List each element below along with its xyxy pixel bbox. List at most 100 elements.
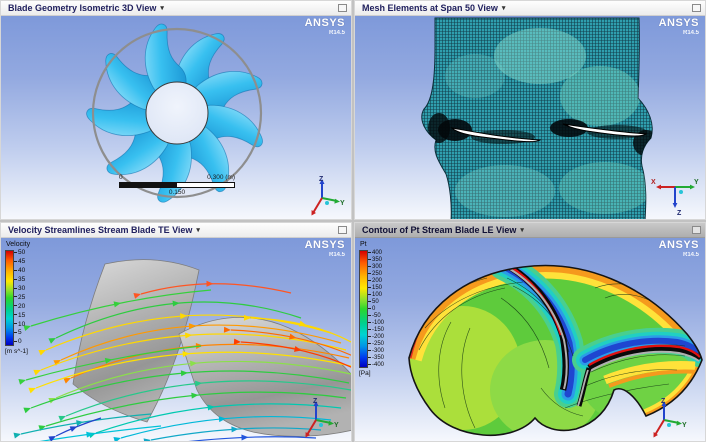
legend-tick: 350 [368,257,384,263]
svg-text:Y: Y [334,422,339,429]
viewport-title: Velocity Streamlines Stream Blade TE Vie… [8,225,193,235]
legend-tick: -400 [368,362,384,368]
view-dropdown-icon[interactable]: ▾ [501,5,506,12]
ansys-version: R14.5 [682,252,699,258]
legend-tick: 50 [368,299,384,305]
legend-tick: 25 [14,294,25,302]
svg-text:Z: Z [661,398,666,405]
legend-tick: -300 [368,348,384,354]
view-dropdown-icon[interactable]: ▾ [196,227,200,234]
restore-window-icon[interactable] [338,4,347,12]
scale-end-label: 0.300 (m) [207,174,235,181]
legend-tick: 10 [14,321,25,329]
restore-window-icon[interactable] [338,226,347,234]
legend-tick: -50 [368,313,384,319]
restore-window-icon[interactable] [692,4,701,12]
legend-tick: 40 [14,267,25,275]
streamlines-canvas[interactable] [1,238,351,441]
legend-tick: 5 [14,330,25,337]
viewport-title: Mesh Elements at Span 50 View [362,3,498,13]
streamlines-3d-view[interactable]: Velocity 50 45 40 35 30 25 20 15 10 5 0 [m s^-1] A… [1,238,351,441]
legend-tick: 30 [14,285,25,293]
legend-tick: -250 [368,341,384,347]
legend-ticks: 50 45 40 35 30 25 20 15 10 5 0 [14,249,25,346]
svg-text:Z: Z [313,398,318,405]
legend-tick: 45 [14,258,25,266]
ansys-version: R14.5 [328,30,345,36]
contour-domain-outline [408,264,703,437]
legend-units: [m s^-1] [5,348,28,355]
scale-start-label: 0 [119,174,123,181]
viewport-contour: Contour of Pt Stream Blade LE View ▾ [354,222,706,442]
axis-triad-icon: Z Y [653,398,687,438]
blade-sheet-1 [72,259,200,423]
legend-tick: 0 [14,339,25,346]
restore-window-icon[interactable] [692,226,701,234]
mesh-shading [428,28,653,217]
legend-title: Pt [360,241,367,248]
impeller-shroud-ring [91,27,263,199]
axis-triad-icon: Z Y [311,176,345,216]
geometry-3d-view[interactable]: 0 0.300 (m) 0.150 ANSYS R14.5 Z Y [1,16,351,219]
ansys-logo: ANSYS R14.5 [658,239,699,259]
ansys-logo-text: ANSYS [658,17,699,29]
scale-ruler: 0 0.300 (m) 0.150 [119,174,235,196]
ansys-logo-text: ANSYS [304,239,345,251]
contour-canvas[interactable] [355,238,705,441]
viewport-title: Blade Geometry Isometric 3D View [8,3,157,13]
legend-units: [Pa] [359,370,371,377]
contour-view[interactable]: Pt 400 350 300 250 200 150 100 50 0 -50 -100 -150 -2… [355,238,705,441]
viewport-blade-geometry: Blade Geometry Isometric 3D View ▾ [0,0,352,220]
legend-tick: -350 [368,355,384,361]
view-dropdown-icon[interactable]: ▾ [160,5,164,12]
scale-mid-label: 0.150 [168,189,186,196]
scale-bar [119,182,235,188]
mesh-blade-2 [562,123,648,137]
ansys-logo: ANSYS R14.5 [658,17,699,37]
legend-tick: 400 [368,250,384,256]
legend-tick: 0 [368,306,384,312]
legend-tick: 300 [368,264,384,270]
svg-text:Y: Y [340,200,345,207]
ansys-version: R14.5 [328,252,345,258]
mesh-blade-1 [450,127,542,143]
viewport-title: Contour of Pt Stream Blade LE View [362,225,517,235]
titlebar-contour[interactable]: Contour of Pt Stream Blade LE View ▾ [355,223,705,238]
legend-tick: 35 [14,276,25,284]
titlebar-blade-geometry[interactable]: Blade Geometry Isometric 3D View ▾ [1,1,351,16]
ansys-logo-text: ANSYS [304,17,345,29]
titlebar-mesh[interactable]: Mesh Elements at Span 50 View ▾ [355,1,705,16]
legend-tick: 20 [14,303,25,311]
legend-title: Velocity [6,241,31,248]
legend-tick: 150 [368,285,384,291]
legend-tick: 15 [14,312,25,320]
axis-triad-icon: Z Y [305,398,339,438]
legend-tick: -150 [368,327,384,333]
ansys-logo-text: ANSYS [658,239,699,251]
viewport-streamlines: Velocity Streamlines Stream Blade TE Vie… [0,222,352,442]
legend-tick: 250 [368,271,384,277]
legend-tick: 50 [14,249,25,257]
velocity-legend: Velocity 50 45 40 35 30 25 20 15 10 5 0 [m s^-1] [5,241,30,355]
legend-tick: -100 [368,320,384,326]
svg-text:Z: Z [677,210,682,216]
velocity-streamlines [13,280,351,441]
legend-tick: 200 [368,278,384,284]
legend-tick: -200 [368,334,384,340]
legend-tick: 100 [368,292,384,298]
ansys-version: R14.5 [682,30,699,36]
mesh-canvas[interactable] [355,16,705,219]
svg-text:X: X [651,179,656,186]
ansys-logo: ANSYS R14.5 [304,239,345,259]
view-dropdown-icon[interactable]: ▾ [520,227,524,234]
impeller-canvas[interactable] [1,16,351,219]
svg-text:Y: Y [682,422,687,429]
viewport-mesh: Mesh Elements at Span 50 View ▾ [354,0,706,220]
mesh-view[interactable]: ANSYS R14.5 X Y Z [355,16,705,219]
impeller-hub [145,81,209,145]
mesh-body [421,17,653,219]
axis-triad-icon: X Y Z [651,179,699,216]
titlebar-streamlines[interactable]: Velocity Streamlines Stream Blade TE Vie… [1,223,351,238]
svg-text:Y: Y [694,179,699,186]
